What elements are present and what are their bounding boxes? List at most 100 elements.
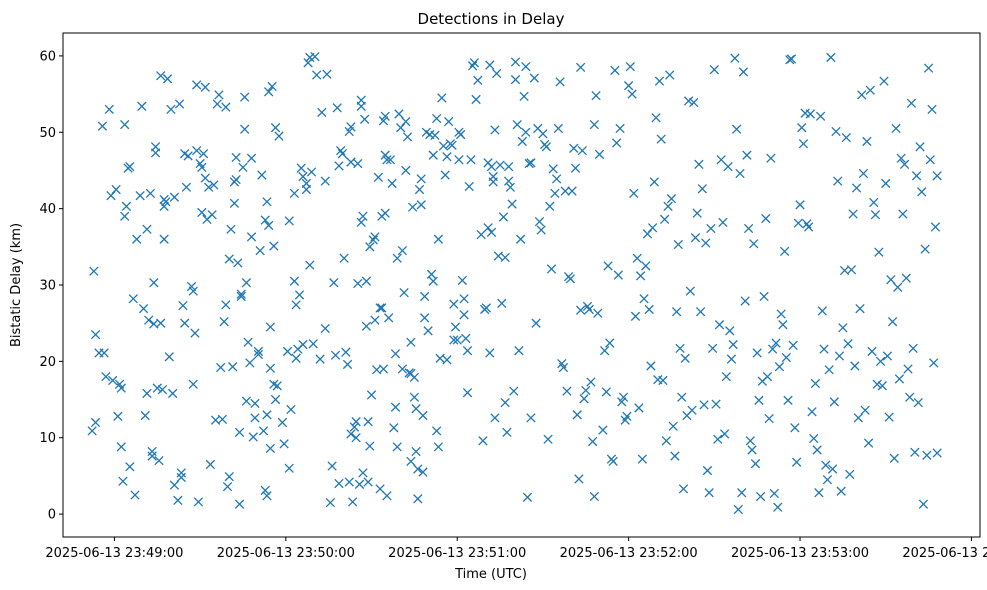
data-point: [327, 461, 337, 471]
data-point: [714, 320, 725, 330]
data-point: [262, 410, 272, 420]
data-point: [877, 381, 887, 391]
data-point: [370, 315, 380, 325]
data-point: [790, 423, 800, 433]
data-point: [264, 87, 274, 97]
data-point: [351, 433, 361, 443]
data-point: [442, 355, 452, 365]
data-point: [396, 123, 406, 133]
data-point: [622, 411, 632, 422]
data-point: [786, 54, 797, 64]
data-point: [918, 499, 929, 509]
data-point: [558, 362, 569, 373]
data-point: [125, 161, 135, 172]
data-point: [831, 126, 841, 137]
data-point: [289, 188, 300, 199]
data-point: [726, 354, 737, 364]
data-point: [90, 329, 101, 340]
data-point: [742, 150, 752, 160]
data-point: [776, 309, 786, 319]
data-point: [282, 346, 293, 357]
data-point: [611, 138, 622, 148]
data-point: [581, 385, 591, 396]
data-point: [543, 434, 553, 444]
x-tick-label: 2025-06-13 23:54:00: [902, 546, 987, 561]
data-point: [911, 171, 922, 181]
data-point: [743, 223, 754, 234]
data-point: [236, 289, 246, 299]
data-point: [140, 410, 150, 421]
data-point: [234, 427, 245, 438]
y-tick-label: 50: [39, 126, 56, 141]
data-point: [685, 286, 695, 296]
data-point: [668, 421, 678, 431]
data-point: [848, 209, 858, 219]
data-point: [214, 90, 224, 100]
data-point: [932, 171, 942, 181]
data-point: [382, 491, 392, 501]
data-point: [731, 124, 742, 134]
data-point: [443, 116, 454, 127]
data-point: [363, 417, 373, 427]
data-point: [161, 197, 171, 207]
data-point: [579, 394, 589, 404]
data-point: [625, 61, 635, 72]
data-point: [927, 104, 937, 115]
data-point: [207, 210, 217, 220]
data-point: [560, 186, 570, 196]
data-point: [197, 207, 207, 218]
data-point: [272, 381, 282, 391]
data-point: [515, 234, 526, 244]
data-point: [401, 165, 411, 176]
data-point: [188, 286, 198, 296]
data-point: [289, 276, 300, 286]
data-point: [342, 359, 353, 370]
data-point: [142, 388, 152, 399]
data-point: [884, 412, 894, 422]
data-point: [361, 276, 372, 286]
chart-title: Detections in Delay: [418, 10, 565, 28]
x-axis: 2025-06-13 23:49:00 2025-06-13 23:50:00 20…: [45, 537, 987, 561]
data-point: [651, 113, 661, 123]
data-point: [901, 273, 911, 283]
data-point: [147, 451, 157, 461]
data-point: [659, 214, 670, 224]
data-point: [491, 68, 502, 79]
data-point: [665, 70, 675, 80]
data-point: [613, 270, 624, 280]
data-point: [401, 116, 411, 127]
data-point: [572, 410, 582, 420]
data-point: [670, 451, 680, 461]
data-point: [286, 404, 296, 415]
data-point: [320, 176, 330, 186]
data-point: [120, 211, 130, 221]
data-point: [605, 338, 615, 348]
data-point: [889, 453, 899, 464]
data-point: [593, 308, 603, 318]
data-point: [224, 472, 234, 482]
data-point: [370, 232, 380, 242]
data-point: [658, 375, 668, 386]
data-point: [416, 200, 426, 210]
data-point: [385, 155, 396, 165]
data-point: [814, 488, 824, 498]
data-point: [433, 234, 444, 244]
data-point: [149, 278, 159, 288]
data-point: [428, 276, 438, 286]
data-point: [334, 478, 344, 489]
data-point: [591, 90, 601, 101]
y-tick-label: 30: [39, 279, 56, 294]
data-point: [147, 446, 157, 457]
data-point: [749, 239, 759, 249]
data-point: [164, 352, 174, 362]
data-point: [646, 361, 656, 371]
data-point: [675, 343, 685, 354]
data-point: [555, 77, 565, 87]
data-point: [793, 218, 803, 228]
data-point: [418, 467, 428, 477]
data-point: [507, 199, 517, 209]
data-point: [339, 253, 349, 263]
data-point: [262, 491, 272, 501]
data-point: [514, 346, 524, 356]
y-axis-title: Bistatic Delay (km): [9, 223, 24, 347]
